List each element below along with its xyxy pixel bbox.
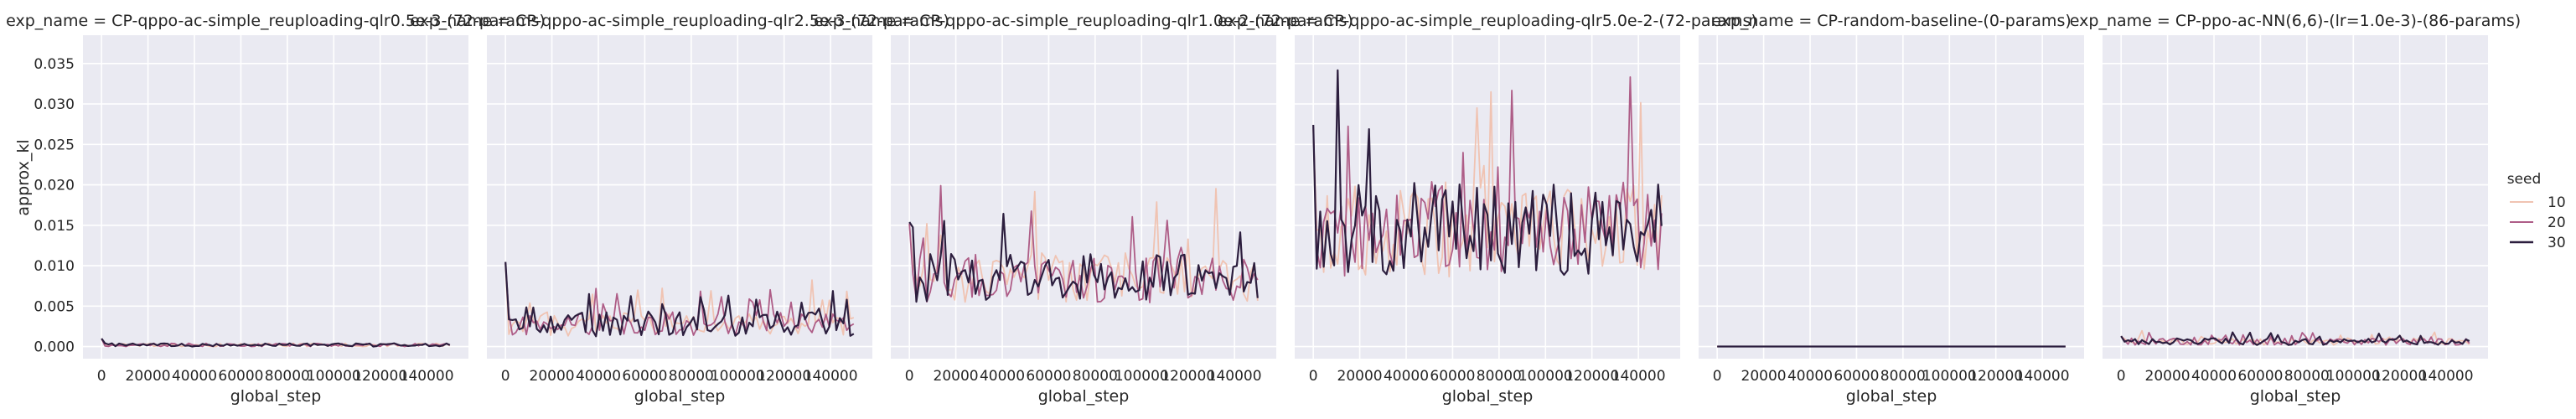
- series-line-seed-30: [504, 261, 855, 338]
- x-tick-label: 20000: [530, 368, 575, 385]
- x-axis-label: global_step: [1442, 387, 1534, 406]
- x-tick-label: 80000: [1880, 368, 1926, 385]
- legend: seed 10 20 30: [2507, 171, 2566, 251]
- panel-background: [1699, 35, 2084, 359]
- series-line-seed-30: [2120, 331, 2470, 346]
- x-tick-label: 40000: [1384, 368, 1429, 385]
- series-line-seed-30: [908, 213, 1259, 303]
- panel-title: exp_name = CP-random-baseline-(0-params): [1711, 12, 2072, 30]
- x-tick-label: 40000: [980, 368, 1025, 385]
- x-tick-label: 100000: [1115, 368, 1169, 385]
- panel-title: exp_name = CP-qppo-ac-simple_reuploading…: [6, 12, 546, 30]
- x-tick-label: 60000: [1430, 368, 1475, 385]
- x-tick-label: 80000: [669, 368, 714, 385]
- legend-label-10: 10: [2548, 194, 2566, 211]
- x-tick-label: 0: [905, 368, 914, 385]
- x-tick-label: 80000: [2284, 368, 2330, 385]
- y-tick-label: 0.015: [34, 218, 75, 235]
- panel-2: exp_name = CP-qppo-ac-simple_reuploading…: [410, 12, 949, 406]
- x-tick-label: 120000: [353, 368, 407, 385]
- x-axis-label: global_step: [2250, 387, 2341, 406]
- x-tick-label: 60000: [1026, 368, 1071, 385]
- x-tick-label: 80000: [1477, 368, 1522, 385]
- x-tick-label: 20000: [1741, 368, 1787, 385]
- x-tick-label: 100000: [1922, 368, 1977, 385]
- y-tick-label: 0.005: [34, 298, 75, 315]
- x-tick-label: 60000: [1834, 368, 1879, 385]
- x-tick-label: 100000: [1518, 368, 1573, 385]
- x-axis-label: global_step: [1846, 387, 1937, 406]
- x-tick-label: 120000: [1161, 368, 1215, 385]
- series-line-seed-30: [101, 338, 451, 348]
- x-tick-label: 140000: [400, 368, 454, 385]
- panel-background: [891, 35, 1276, 359]
- series-line-seed-10: [504, 264, 855, 337]
- x-tick-label: 20000: [2145, 368, 2191, 385]
- panel-title: exp_name = CP-qppo-ac-simple_reuploading…: [814, 12, 1353, 30]
- x-tick-label: 0: [1309, 368, 1318, 385]
- x-tick-label: 100000: [711, 368, 765, 385]
- panel-background: [487, 35, 872, 359]
- panels: exp_name = CP-qppo-ac-simple_reuploading…: [6, 12, 2521, 406]
- x-tick-label: 120000: [1565, 368, 1619, 385]
- panel-title: exp_name = CP-qppo-ac-simple_reuploading…: [410, 12, 949, 30]
- y-axis-label: approx_kl: [14, 139, 33, 215]
- legend-title: seed: [2507, 171, 2542, 188]
- x-tick-label: 140000: [1208, 368, 1262, 385]
- x-tick-label: 140000: [1611, 368, 1666, 385]
- x-tick-label: 20000: [126, 368, 171, 385]
- legend-label-30: 30: [2548, 235, 2566, 251]
- panel-6: exp_name = CP-ppo-ac-NN(6,6)-(lr=1.0e-3)…: [2070, 12, 2521, 406]
- x-tick-label: 120000: [757, 368, 811, 385]
- x-tick-label: 20000: [1337, 368, 1383, 385]
- x-tick-label: 40000: [576, 368, 621, 385]
- panel-5: exp_name = CP-random-baseline-(0-params)…: [1699, 12, 2084, 406]
- x-tick-label: 100000: [2326, 368, 2381, 385]
- series-line-seed-20: [908, 184, 1259, 303]
- panel-title: exp_name = CP-qppo-ac-simple_reuploading…: [1218, 12, 1757, 30]
- x-axis-label: global_step: [1038, 387, 1130, 406]
- y-tick-label: 0.000: [34, 339, 75, 356]
- x-tick-label: 40000: [172, 368, 217, 385]
- y-tick-label: 0.035: [34, 56, 75, 73]
- x-tick-label: 140000: [2015, 368, 2070, 385]
- panel-background: [2103, 35, 2488, 359]
- x-tick-label: 0: [97, 368, 106, 385]
- x-tick-label: 120000: [1968, 368, 2023, 385]
- panel-background: [83, 35, 468, 359]
- panel-background: [1295, 35, 1680, 359]
- panel-title: exp_name = CP-ppo-ac-NN(6,6)-(lr=1.0e-3)…: [2070, 12, 2521, 30]
- x-tick-label: 140000: [2419, 368, 2474, 385]
- y-tick-label: 0.030: [34, 96, 75, 113]
- series-line-seed-30: [1312, 69, 1663, 277]
- x-tick-label: 60000: [622, 368, 667, 385]
- x-tick-label: 80000: [265, 368, 310, 385]
- x-tick-label: 100000: [307, 368, 361, 385]
- x-axis-label: global_step: [634, 387, 726, 406]
- panel-3: exp_name = CP-qppo-ac-simple_reuploading…: [814, 12, 1353, 406]
- x-tick-label: 40000: [1787, 368, 1833, 385]
- x-tick-label: 0: [2117, 368, 2126, 385]
- x-tick-label: 80000: [1073, 368, 1118, 385]
- x-tick-label: 120000: [2372, 368, 2427, 385]
- x-tick-label: 0: [1713, 368, 1722, 385]
- legend-label-20: 20: [2548, 215, 2566, 231]
- panel-1: exp_name = CP-qppo-ac-simple_reuploading…: [6, 12, 546, 406]
- x-tick-label: 60000: [2237, 368, 2283, 385]
- x-tick-label: 40000: [2191, 368, 2237, 385]
- x-tick-label: 0: [501, 368, 510, 385]
- x-axis-label: global_step: [230, 387, 322, 406]
- x-tick-label: 20000: [934, 368, 979, 385]
- panel-4: exp_name = CP-qppo-ac-simple_reuploading…: [1218, 12, 1757, 406]
- y-tick-label: 0.025: [34, 137, 75, 153]
- x-tick-label: 60000: [218, 368, 263, 385]
- x-tick-label: 140000: [804, 368, 858, 385]
- y-tick-label: 0.010: [34, 258, 75, 275]
- y-tick-label: 0.020: [34, 178, 75, 194]
